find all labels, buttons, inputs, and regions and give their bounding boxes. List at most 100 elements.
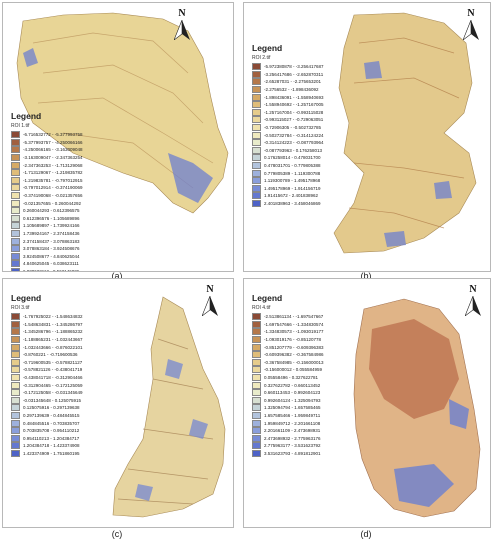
legend-range-label: -0.438041718 - -0.312904466 <box>23 375 83 381</box>
legend-row: -1.558940692 - -1.257167005 <box>252 101 324 109</box>
legend-row: -1.219835781 - -0.797012915 <box>11 176 83 185</box>
legend-range-label: 1.423374909 - 1.751860195 <box>23 450 80 456</box>
legend-swatch <box>11 320 20 328</box>
legend-row: -0.609396382 - -0.367584986 <box>252 351 324 359</box>
legend-swatch <box>11 404 20 412</box>
legend-range-label: -1.548634831 - -1.345286797 <box>23 321 83 327</box>
legend-range-label: -0.609396382 - -0.367584986 <box>264 352 324 358</box>
legend-swatch <box>252 192 261 200</box>
legend-row: 1.657585466 - 1.959849711 <box>252 412 324 420</box>
legend-range-label: 2.374158437 - 3.078863183 <box>23 238 80 244</box>
legend-row: 0.176258014 - 0.478031700 <box>252 154 324 162</box>
legend-row: 1.423374909 - 1.751860195 <box>11 449 83 458</box>
legend-range-label: -0.578821126 - -0.438041719 <box>23 367 83 373</box>
legend-range-label: -0.719600535 - -0.578821127 <box>23 359 83 365</box>
legend-swatch <box>252 139 261 147</box>
legend-title: Legend <box>11 293 42 303</box>
legend-swatch <box>11 343 20 351</box>
legend-row: -3.256417686 - -2.652870311 <box>252 70 324 79</box>
legend-range-label: -2.513861134 - -1.697547667 <box>264 314 324 320</box>
legend-row: -2.65287031 - -2.275653201 <box>252 78 324 86</box>
legend-swatch <box>252 101 261 109</box>
legend-range-label: 1.325094794 - 1.657585465 <box>264 405 321 411</box>
legend-row: -0.021357655 - 0.260044292 <box>11 199 83 207</box>
caption-c: (c) <box>111 529 123 539</box>
legend-row: -0.719600535 - -0.578821127 <box>11 358 83 367</box>
legend-swatch <box>252 169 261 177</box>
roi-3-region <box>112 296 226 518</box>
legend-row: -0.8760221 - -0.719600536 <box>11 351 83 359</box>
legend-swatch <box>11 230 20 238</box>
legend-swatch <box>252 351 261 359</box>
legend-row: 0.954110213 - 1.204384717 <box>11 434 83 443</box>
legend-a: Legend ROI 1.tif -6.716532772 - -5.37799… <box>11 111 83 271</box>
legend-swatch <box>252 184 261 192</box>
legend-range-label: 0.703835708 - 0.954110212 <box>23 428 80 434</box>
legend-swatch <box>11 245 20 253</box>
legend-range-label: -1.558940692 - -1.257167005 <box>264 102 324 108</box>
legend-row: -0.156000012 - 0.055584959 <box>252 366 324 374</box>
legend-range-label: 0.05558496 - 0.327622781 <box>264 375 319 381</box>
legend-range-label: -1.697547666 - -1.334830574 <box>264 321 324 327</box>
legend-swatch <box>11 207 20 215</box>
legend-row: -0.993115027 - -0.729063051 <box>252 116 324 124</box>
legend-range-label: 0.612396576 - 1.105689896 <box>23 215 80 221</box>
legend-range-label: 1.105689897 - 1.739924166 <box>23 223 80 229</box>
roi-4-red-zone <box>369 319 459 419</box>
legend-swatch <box>11 389 20 397</box>
legend-range-label: -0.172125058 - -0.031345649 <box>23 390 83 396</box>
legend-file: ROI 1.tif <box>11 123 30 129</box>
legend-swatch <box>252 343 261 351</box>
legend-range-label: -3.163009047 - -2.347363254 <box>23 155 83 161</box>
legend-swatch <box>252 93 261 101</box>
legend-swatch <box>252 412 261 420</box>
legend-row: -0.367584985 - -0.156000013 <box>252 358 324 367</box>
legend-row: -4.250066165 - -3.163009048 <box>11 146 83 154</box>
legend-row: -6.716532772 - -5.377993758 <box>11 131 83 139</box>
legend-row: -1.188865231 - -1.032443667 <box>11 336 83 344</box>
legend-swatch <box>11 237 20 245</box>
legend-swatch <box>11 313 20 321</box>
legend-file: ROI 4.tif <box>252 305 271 311</box>
legend-swatch <box>11 366 20 374</box>
legend-range-label: 2.775963177 - 3.531623792 <box>264 443 321 449</box>
legend-swatch <box>252 162 261 170</box>
legend-swatch <box>252 336 261 344</box>
legend-range-label: -0.851207779 - -0.609396383 <box>264 344 324 350</box>
legend-swatch <box>252 124 261 132</box>
roi-4-map <box>353 298 481 518</box>
legend-range-label: -1.257167004 - -0.993115028 <box>264 109 324 115</box>
legend-swatch <box>252 442 261 450</box>
legend-swatch <box>11 442 20 450</box>
legend-range-label: 0.779805389 - 1.119300788 <box>264 170 321 176</box>
legend-row: -1.713129067 - -1.219835782 <box>11 169 83 177</box>
north-arrow-icon <box>202 296 218 316</box>
legend-range-label: 1.119300789 - 1.495178968 <box>264 178 321 184</box>
legend-swatch <box>252 78 261 86</box>
legend-row: 1.739924167 - 2.374158436 <box>11 230 83 238</box>
legend-range-label: -5.377993757 - -4.250066166 <box>23 139 83 145</box>
legend-swatch <box>252 389 261 397</box>
legend-range-label: -0.156000012 - 0.055584959 <box>264 367 323 373</box>
legend-swatch <box>11 396 20 404</box>
roi-3-texture <box>117 338 214 505</box>
legend-range-label: -5.972380878 - -3.256417687 <box>264 64 324 70</box>
legend-row: 3.078863184 - 3.924508676 <box>11 245 83 253</box>
legend-swatch <box>252 70 261 78</box>
roi-2-map <box>333 12 477 254</box>
legend-swatch <box>11 358 20 366</box>
legend-d: Legend ROI 4.tif -2.513861134 - -1.69754… <box>252 293 324 457</box>
legend-swatch <box>252 328 261 336</box>
legend-row: -0.031345648 - 0.125075915 <box>11 396 83 405</box>
legend-row: -0.087793963 - 0.176258013 <box>252 146 324 155</box>
legend-swatch <box>11 260 20 268</box>
legend-row: 1.105689897 - 1.739924166 <box>11 222 83 230</box>
legend-swatch <box>11 176 20 184</box>
legend-range-label: 0.327622782 - 0.660113452 <box>264 382 321 388</box>
legend-swatch <box>11 161 20 169</box>
legend-range-label: -0.993115027 - -0.729063051 <box>264 117 324 123</box>
legend-swatch <box>11 214 20 222</box>
legend-row: 0.660113453 - 0.992604123 <box>252 389 324 397</box>
legend-row: 1.119300789 - 1.495178968 <box>252 177 324 185</box>
legend-range-label: 0.660113453 - 0.992604123 <box>264 390 321 396</box>
